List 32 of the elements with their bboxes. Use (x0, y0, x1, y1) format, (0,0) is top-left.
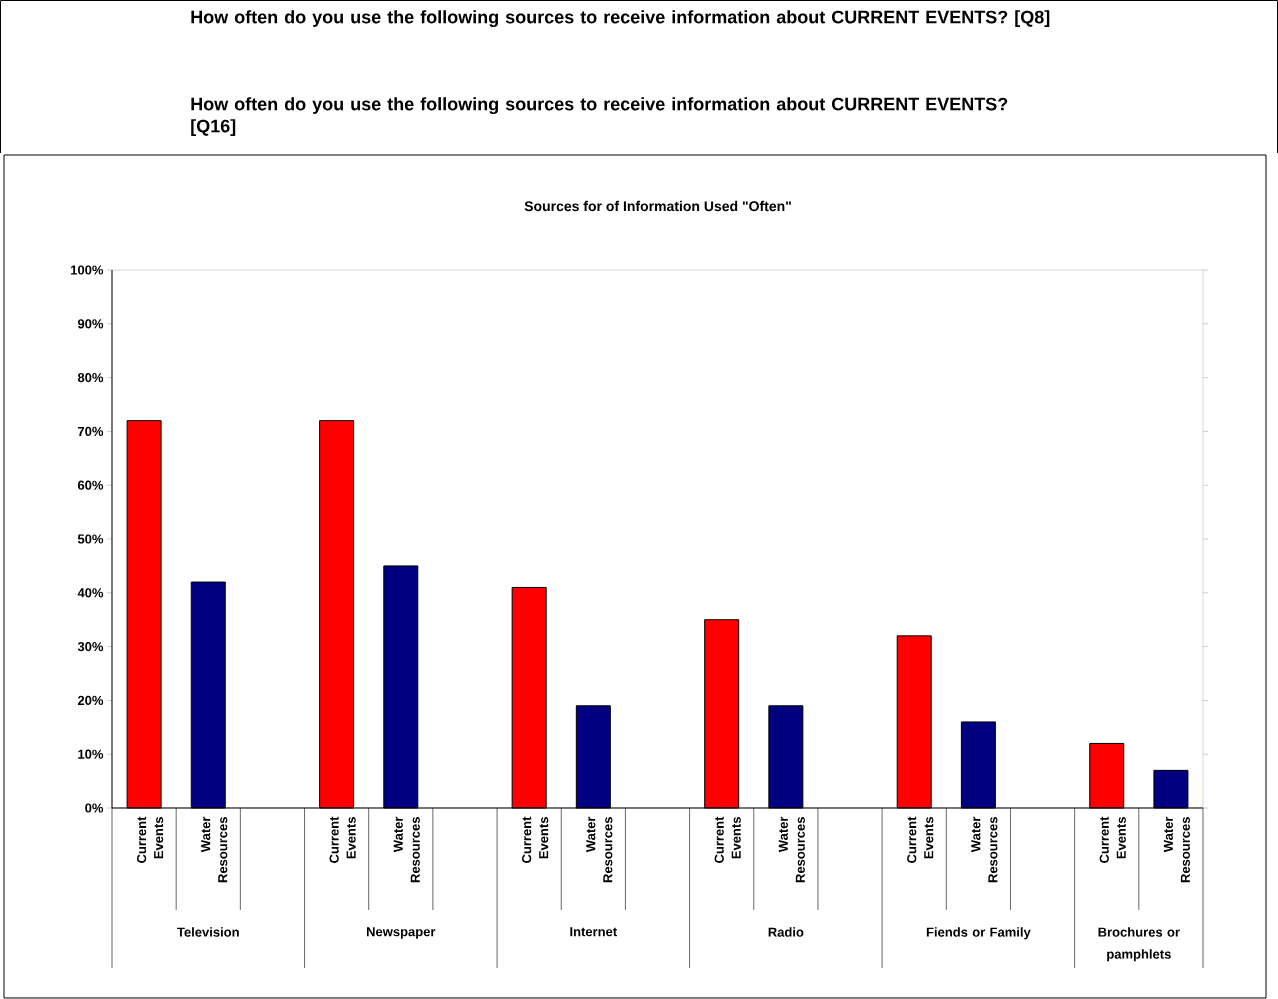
text: Radio (768, 927, 804, 937)
text: How often do you use the following sources to receive information about CURRENT EVENTS? [Q8] (191, 10, 1050, 28)
y-tick-label: 50% (77, 534, 104, 544)
x-tick-label: Current Events (907, 816, 934, 863)
y-tick-label: 30% (77, 642, 104, 652)
x-tick-label: Current Events (522, 816, 549, 863)
y-tick-label: 90% (77, 319, 104, 329)
chart-title: Sources for of Information Used "Often" (524, 200, 791, 212)
text: Brochures or pamphlets (1098, 927, 1180, 962)
y-tick-label: 10% (78, 749, 104, 759)
y-tick-label: 40% (77, 588, 104, 598)
text: Television (177, 927, 239, 937)
x-tick-label: Water Resources (201, 816, 228, 883)
x-tick-label: Water Resources (1163, 816, 1190, 883)
text: Fiends or Family (926, 927, 1031, 940)
x-tick-label: Current Events (714, 816, 741, 863)
y-tick-label: 70% (78, 426, 104, 437)
text: Internet (570, 927, 617, 937)
y-tick-label: 0% (85, 803, 104, 813)
text: Newspaper (366, 927, 436, 939)
y-tick-label: 60% (77, 480, 104, 490)
x-tick-label: Current Events (136, 816, 164, 863)
y-tick-label: 100% (71, 265, 104, 275)
y-tick-label: 20% (77, 695, 104, 706)
text: How often do you use the following sources to receive information about CURRENT EVENTS? [Q16] (191, 97, 1008, 136)
x-tick-label: Water Resources (778, 816, 805, 883)
x-tick-label: Water Resources (971, 816, 998, 883)
x-tick-label: Current Events (329, 816, 356, 863)
y-tick-label: 80% (77, 373, 104, 383)
x-tick-label: Water Resources (586, 816, 613, 883)
x-tick-label: Water Resources (393, 816, 420, 883)
x-tick-label: Current Events (1099, 816, 1126, 863)
